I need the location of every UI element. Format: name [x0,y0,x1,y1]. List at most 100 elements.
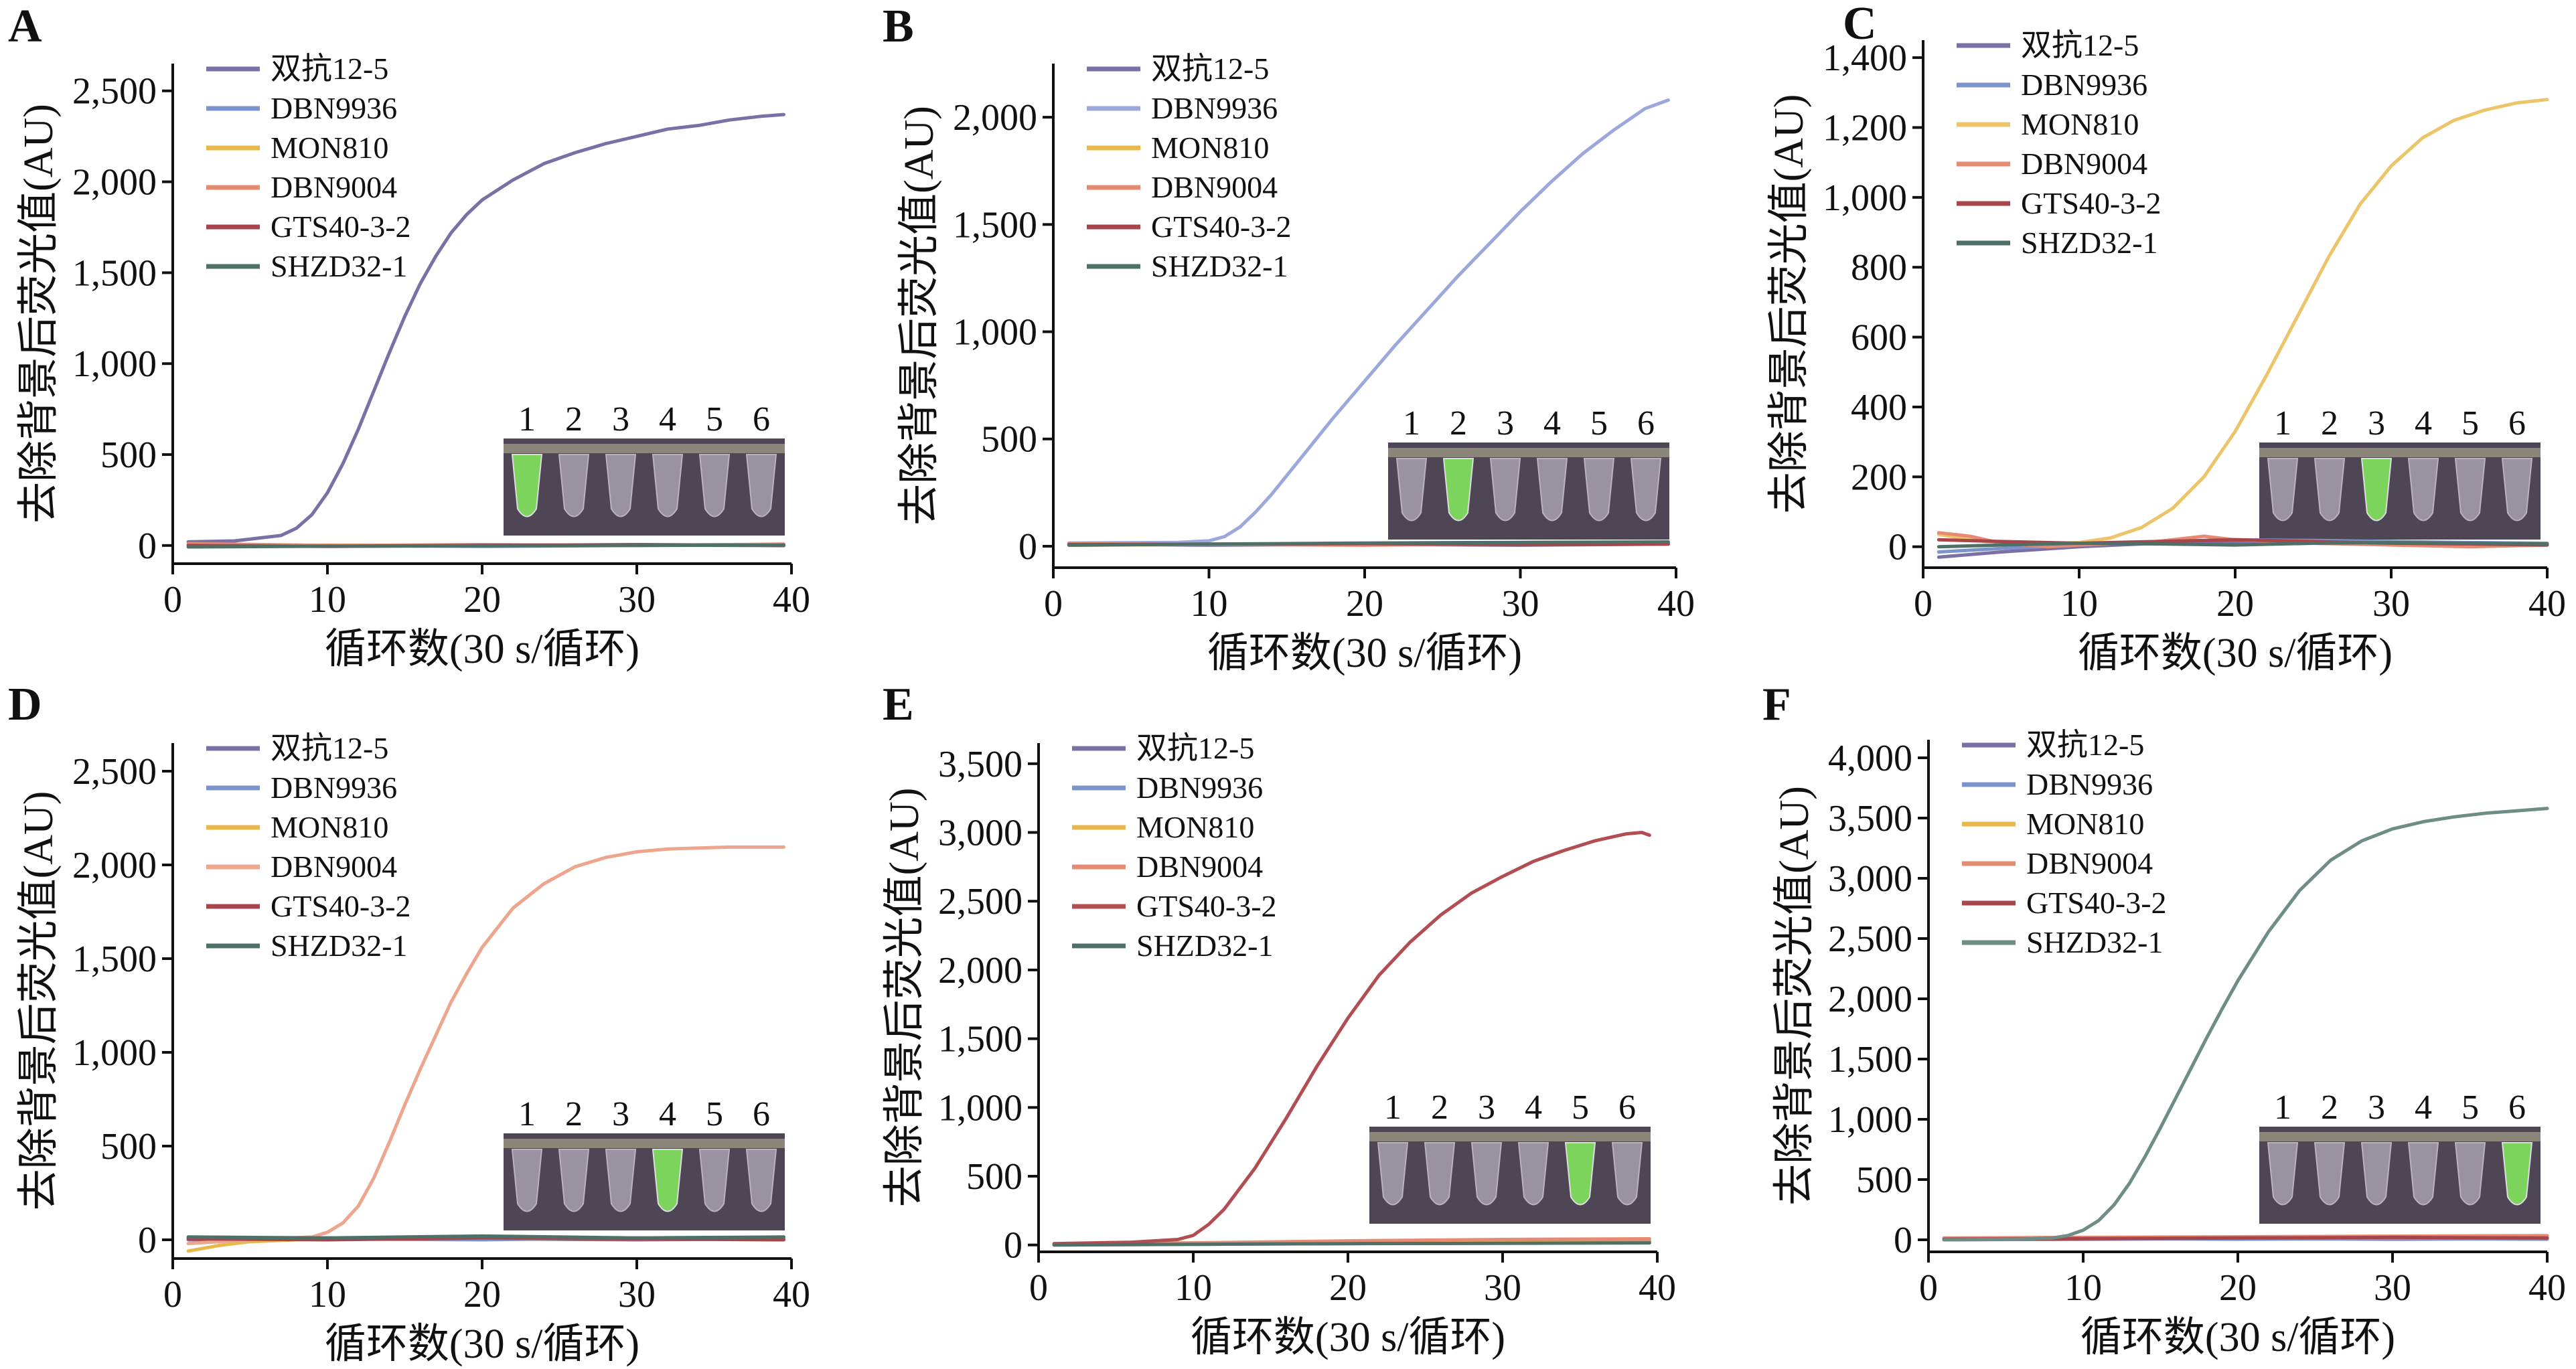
tube-6 [745,454,777,517]
tube-number: 6 [2508,404,2526,442]
legend-label: MON810 [271,131,388,165]
tube-3 [605,1149,637,1212]
tube-4 [2407,1142,2439,1206]
tube-2 [2314,458,2346,521]
x-tick-label: 20 [463,579,501,621]
legend-label: GTS40-3-2 [1151,210,1292,244]
x-tick-label: 0 [163,579,182,621]
panel-letter: D [8,679,42,730]
x-tick-label: 30 [618,579,656,621]
panel-letter: A [8,1,42,52]
tube-number: 2 [2321,404,2338,442]
tube-2 [558,1149,590,1212]
tube-number: 2 [565,400,583,438]
tube-number: 2 [2321,1089,2338,1127]
series-line-5 [1067,540,1670,547]
x-tick-label: 0 [1044,583,1063,625]
x-tick-label: 10 [1191,583,1228,625]
series-line-4 [1052,831,1651,1246]
y-tick-label: 600 [1851,317,1907,359]
legend-label: DBN9936 [1136,771,1263,805]
x-tick-label: 30 [618,1274,656,1315]
y-tick-label: 2,000 [938,950,1022,991]
legend-label: DBN9004 [1136,850,1263,884]
tube-number: 4 [1525,1089,1542,1127]
y-tick-label: 2,000 [72,845,157,886]
tube-number: 3 [612,400,629,438]
tube-1 [2267,1142,2299,1206]
y-tick-label: 2,500 [938,881,1022,922]
x-tick-label: 20 [1329,1267,1367,1309]
tube-4 [1536,458,1568,521]
tube-number: 2 [1431,1089,1448,1127]
legend-label: DBN9936 [271,771,397,805]
legend-label: GTS40-3-2 [1136,889,1277,923]
x-tick-label: 20 [463,1274,501,1315]
y-tick-label: 1,000 [72,343,157,385]
tube-number: 6 [1637,404,1655,442]
y-tick-label: 500 [966,1156,1022,1198]
y-axis-title: 去除背景后荧光值(AU) [1766,94,1812,514]
x-tick-label: 10 [2064,1267,2102,1309]
y-tick-label: 1,200 [1823,107,1907,149]
legend-label: GTS40-3-2 [271,210,411,244]
tube-photo-background [2259,1127,2541,1224]
tube-strip-cap [2259,1132,2541,1141]
legend-label: MON810 [1136,810,1254,844]
x-tick-label: 20 [1346,583,1383,625]
tube-photo-background [1369,1127,1651,1224]
x-tick-label: 30 [2372,583,2410,625]
tube-1 [2267,458,2299,521]
x-tick-label: 0 [1914,583,1933,625]
legend-label: SHZD32-1 [1136,929,1273,963]
y-axis-title: 去除背景后荧光值(AU) [897,106,942,526]
tube-strip-cap [504,444,785,453]
x-tick-label: 40 [1639,1267,1676,1309]
panel-a: A 0 500 1,000 1,500 2,000 2,500 0 10 20 30 40 循环数(30… [8,1,810,672]
panel-letter: B [883,1,914,52]
tube-3 [2360,1142,2393,1206]
y-axis-title: 去除背景后荧光值(AU) [1772,786,1817,1206]
x-tick-label: 40 [2528,583,2566,625]
tube-number: 1 [2274,1089,2291,1127]
panel-f: F 0 500 1,000 1,500 2,000 2,500 3,000 3,500 4,000… [1762,679,2566,1360]
tube-3 [2360,458,2393,521]
tube-strip-cap [504,1139,785,1148]
x-tick-label: 40 [773,579,810,621]
x-tick-label: 40 [1657,583,1695,625]
panel-letter: C [1843,0,1877,50]
x-tick-label: 10 [309,579,346,621]
y-tick-label: 2,500 [72,751,157,793]
y-tick-label: 3,500 [1828,798,1912,839]
legend-label: DBN9936 [271,91,397,125]
y-tick-label: 1,400 [1823,37,1907,79]
tube-number: 1 [1403,404,1420,442]
tube-4 [652,1149,684,1212]
y-tick-label: 1,000 [953,312,1037,353]
series-line-5 [186,1234,785,1240]
y-tick-label: 0 [1888,527,1907,568]
y-tick-label: 500 [1856,1159,1912,1201]
legend-label: DBN9936 [2021,68,2147,102]
tube-4 [652,454,684,517]
legend-label: 双抗12-5 [1136,731,1254,765]
tube-number: 4 [2415,404,2432,442]
legend-label: MON810 [1151,131,1269,165]
series-line-1 [1067,98,1670,545]
y-tick-label: 1,500 [72,252,157,294]
x-axis-title: 循环数(30 s/循环) [1207,631,1522,676]
tube-number: 2 [565,1095,583,1133]
tube-number: 6 [753,400,770,438]
tube-5 [1564,1142,1596,1206]
tube-4 [1517,1142,1549,1206]
y-tick-label: 2,500 [1828,918,1912,960]
tube-1 [1377,1142,1409,1206]
tube-6 [1611,1142,1643,1206]
tube-2 [558,454,590,517]
x-tick-label: 0 [1029,1267,1048,1309]
x-tick-label: 40 [2528,1267,2566,1309]
x-axis-title: 循环数(30 s/循环) [325,627,639,672]
